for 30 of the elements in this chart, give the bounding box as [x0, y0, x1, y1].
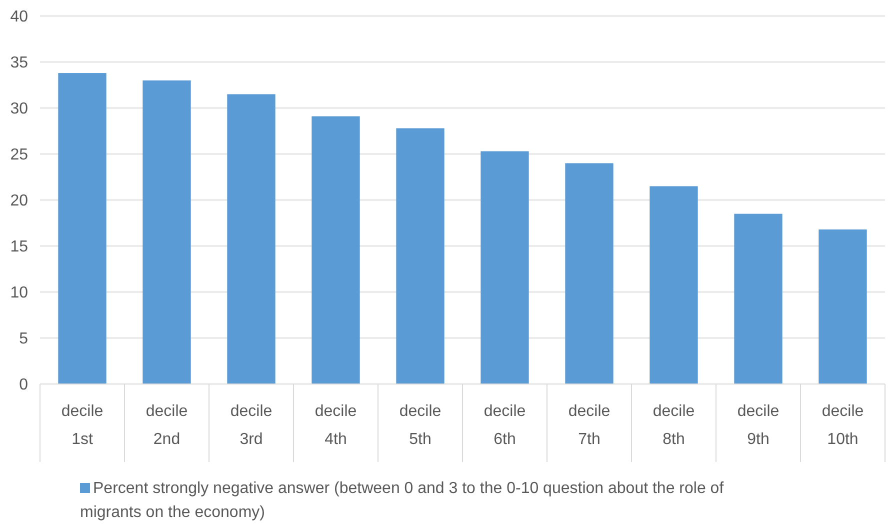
x-tick-label: decile 2nd [146, 403, 188, 448]
x-tick-label: decile 6th [484, 403, 526, 448]
bar [565, 163, 614, 384]
x-tick-label: decile 1st [61, 403, 104, 448]
x-tick-label: decile 5th [399, 403, 442, 448]
y-tick-label: 35 [10, 54, 28, 72]
x-tick-label: decile 7th [568, 403, 610, 448]
bar [58, 73, 106, 384]
y-tick-label: 0 [19, 376, 28, 394]
y-tick-label: 15 [10, 238, 28, 256]
x-tick-label: decile 4th [314, 403, 357, 448]
y-tick-label: 10 [10, 284, 28, 302]
bar [227, 94, 276, 384]
x-tick-label: decile 9th [737, 403, 780, 448]
bar [734, 214, 782, 384]
bar [312, 116, 360, 384]
bar [650, 186, 698, 384]
y-tick-label: 5 [19, 330, 28, 348]
y-tick-label: 40 [10, 8, 28, 26]
bar [818, 229, 867, 384]
bar [396, 128, 444, 384]
legend-label: Percent strongly negative answer (between 0 and 3 to the 0-10 question about the role of migrants on the economy) [80, 480, 724, 521]
y-tick-label: 30 [10, 100, 28, 118]
y-tick-label: 25 [10, 146, 28, 164]
bar [480, 151, 529, 384]
x-tick-label: decile 10th [822, 403, 864, 448]
bar [142, 80, 191, 384]
y-tick-label: 20 [10, 192, 28, 210]
x-tick-label: decile 8th [652, 403, 695, 448]
x-tick-label: decile 3rd [230, 403, 272, 448]
